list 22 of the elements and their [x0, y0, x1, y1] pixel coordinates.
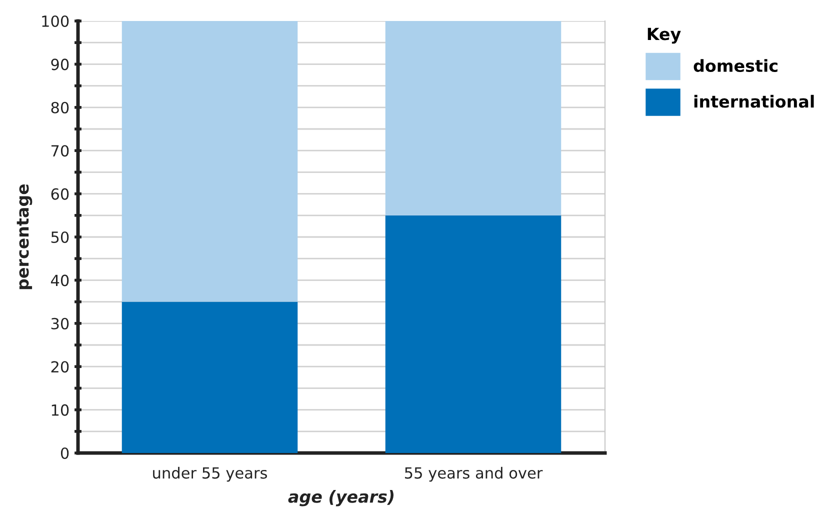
- bar: [122, 21, 298, 302]
- y-tick-label: 0: [60, 447, 69, 460]
- x-tick-label: 55 years and over: [404, 466, 543, 482]
- y-tick-label: 40: [50, 274, 69, 286]
- y-tick-label: 100: [42, 15, 69, 28]
- x-axis-title: age (years): [288, 490, 394, 506]
- y-tick-label: 60: [51, 188, 69, 200]
- legend-label: domestic: [694, 59, 778, 72]
- y-tick-label: 30: [51, 318, 69, 330]
- bar: [385, 21, 562, 216]
- y-tick-label: 20: [51, 361, 69, 373]
- y-tick-label: 10: [52, 404, 69, 416]
- y-tick-label: 90: [51, 58, 69, 70]
- y-tick-label: 70: [51, 145, 69, 157]
- bar: [385, 215, 562, 453]
- bar: [122, 302, 298, 453]
- legend-label: international: [694, 94, 814, 108]
- x-tick-label: under 55 years: [153, 466, 267, 482]
- y-tick-label: 50: [51, 231, 69, 244]
- y-tick-label: 80: [51, 102, 69, 114]
- y-axis-title: percentage: [16, 184, 32, 290]
- legend-title: Key: [648, 28, 681, 44]
